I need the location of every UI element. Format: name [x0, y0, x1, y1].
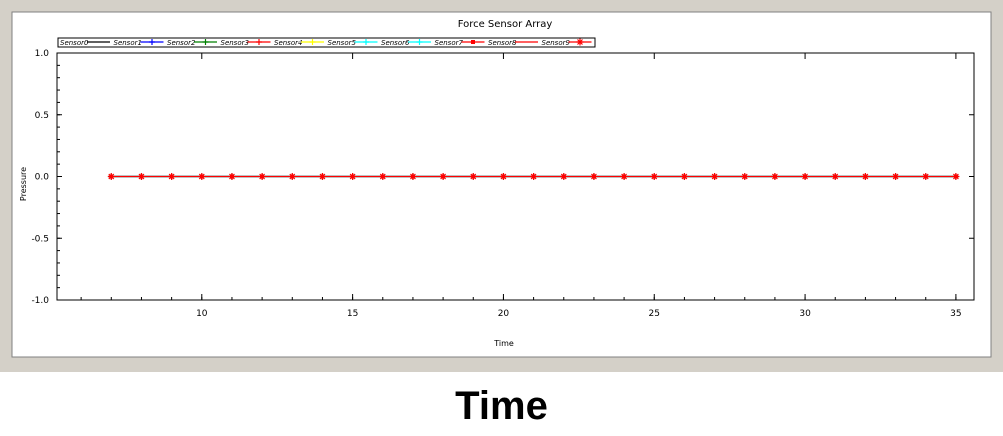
chart-canvas: Force Sensor Array Sensor0 Sensor1 Sensor2… [11, 11, 992, 358]
data-point [922, 173, 930, 180]
x-tick-label: 30 [799, 309, 811, 319]
legend-marker [471, 40, 475, 44]
x-axis-label: Time [493, 339, 514, 348]
legend-label: Sensor2 [167, 39, 196, 47]
data-point [831, 173, 839, 180]
x-tick-label: 20 [498, 309, 510, 319]
legend-marker [416, 39, 423, 45]
data-point [560, 173, 568, 180]
x-tick-label: 25 [649, 309, 660, 319]
legend-label: Sensor7 [435, 39, 464, 47]
legend-marker [309, 39, 316, 45]
data-point [771, 173, 779, 180]
chart-window-frame: Force Sensor Array Sensor0 Sensor1 Sensor2… [0, 0, 1003, 372]
data-point [198, 173, 206, 180]
x-tick-label: 35 [950, 309, 961, 319]
legend-label: Sensor9 [542, 39, 571, 47]
x-tick-label: 15 [347, 309, 358, 319]
legend-label: Sensor3 [221, 39, 249, 47]
x-axis: 10 15 20 25 30 35 [80, 53, 962, 319]
y-tick-label: 1.0 [35, 49, 50, 59]
legend-label: Sensor6 [381, 39, 410, 47]
data-point [349, 173, 357, 180]
legend-label: Sensor0 [60, 39, 89, 47]
legend-label: Sensor1 [114, 39, 142, 47]
data-point [258, 173, 266, 180]
legend-marker [202, 39, 209, 45]
y-axis-label: Pressure [19, 167, 28, 201]
data-point [952, 173, 960, 180]
chart-title: Force Sensor Array [458, 19, 553, 30]
legend-marker [576, 38, 584, 46]
x-tick-label: 10 [196, 309, 208, 319]
legend-marker [363, 39, 369, 45]
data-point [409, 173, 417, 180]
series-group [107, 173, 960, 180]
data-point [801, 173, 809, 180]
y-axis: 1.0 0.5 0.0 -0.5 -1.0 [31, 49, 974, 306]
series-sensor9 [107, 173, 960, 180]
data-point [650, 173, 658, 180]
data-point [499, 173, 507, 180]
data-point [680, 173, 688, 180]
legend-label: Sensor4 [274, 39, 302, 47]
legend-marker [256, 39, 262, 45]
y-tick-label: 0.0 [35, 173, 50, 183]
data-point [318, 173, 326, 180]
legend: Sensor0 Sensor1 Sensor2 Sensor3 Sensor4 Senso… [57, 37, 596, 48]
data-point [861, 173, 869, 180]
data-point [107, 173, 115, 180]
data-point [288, 173, 296, 180]
data-point [137, 173, 145, 180]
data-point [711, 173, 719, 180]
data-point [469, 173, 477, 180]
y-tick-label: -1.0 [31, 296, 49, 306]
data-point [892, 173, 900, 180]
legend-label: Sensor5 [328, 39, 357, 47]
data-point [620, 173, 628, 180]
time-caption: Time [455, 384, 548, 428]
data-point [379, 173, 387, 180]
data-point [168, 173, 176, 180]
data-point [439, 173, 447, 180]
y-tick-label: -0.5 [31, 234, 49, 244]
data-point [590, 173, 598, 180]
y-tick-label: 0.5 [35, 111, 49, 121]
data-point [530, 173, 538, 180]
legend-box [57, 37, 596, 48]
data-point [228, 173, 236, 180]
legend-marker [149, 39, 155, 45]
chart-background [11, 11, 992, 358]
data-point [741, 173, 749, 180]
legend-label: Sensor8 [488, 39, 517, 47]
